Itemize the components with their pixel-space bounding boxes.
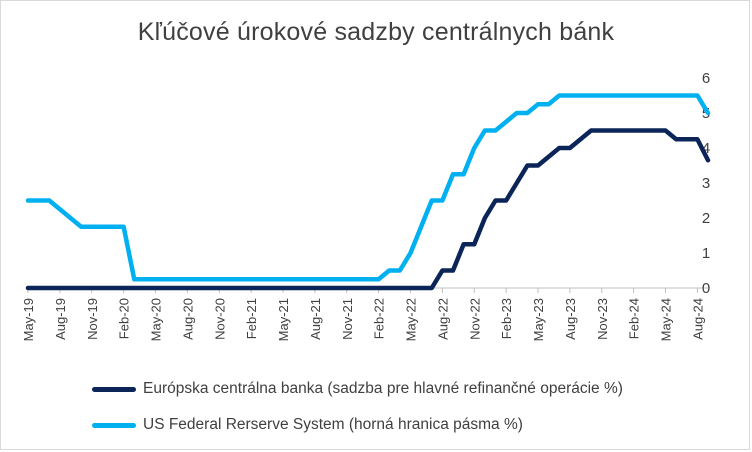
legend-label-ecb: Európska centrálna banka (sadzba pre hla… [143, 380, 623, 397]
y-tick-label: 2 [702, 210, 710, 227]
y-tick-label: 3 [702, 175, 710, 192]
x-tick-label: Feb-22 [372, 298, 387, 339]
x-tick-label: Aug-21 [308, 298, 323, 340]
y-tick-label: 1 [702, 245, 710, 262]
series-line-ecb [25, 128, 711, 291]
x-tick-label: Aug-20 [180, 298, 195, 340]
x-tick-label: May-19 [21, 298, 36, 341]
y-tick-label: 6 [702, 70, 710, 87]
legend: Európska centrálna banka (sadzba pre hla… [92, 371, 623, 443]
x-tick-label: Feb-23 [499, 298, 514, 339]
x-tick-label: Feb-20 [117, 298, 132, 339]
x-tick-label: May-23 [531, 298, 546, 341]
x-tick-label: Aug-19 [53, 298, 68, 340]
x-tick-label: Nov-19 [85, 298, 100, 340]
x-tick-label: Aug-23 [563, 298, 578, 340]
x-tick-label: Feb-21 [244, 298, 259, 339]
legend-label-fed: US Federal Rerserve System (horná hranic… [143, 416, 523, 433]
x-tick-label: Nov-22 [467, 298, 482, 340]
y-tick-label: 4 [702, 140, 710, 157]
x-tick-label: Nov-23 [595, 298, 610, 340]
chart-title: Kľúčové úrokové sadzby centrálnych bánk [137, 18, 615, 46]
x-tick-label: May-20 [149, 298, 164, 341]
legend-item-ecb: Európska centrálna banka (sadzba pre hla… [92, 371, 623, 407]
x-tick-label: Feb-24 [627, 298, 642, 339]
legend-swatch-fed [92, 422, 136, 428]
x-tick-label: Aug-22 [435, 298, 450, 340]
x-tick-label: May-22 [404, 298, 419, 341]
x-tick-label: Aug-24 [690, 298, 705, 340]
x-tick-label: Nov-20 [212, 298, 227, 340]
y-tick-label: 0 [702, 280, 710, 297]
x-tick-label: Nov-21 [340, 298, 355, 340]
x-tick-label: May-24 [659, 298, 674, 341]
legend-item-fed: US Federal Rerserve System (horná hranic… [92, 407, 623, 443]
x-tick-label: May-21 [276, 298, 291, 341]
series-line-fed [25, 93, 711, 282]
legend-swatch-ecb [92, 386, 136, 392]
